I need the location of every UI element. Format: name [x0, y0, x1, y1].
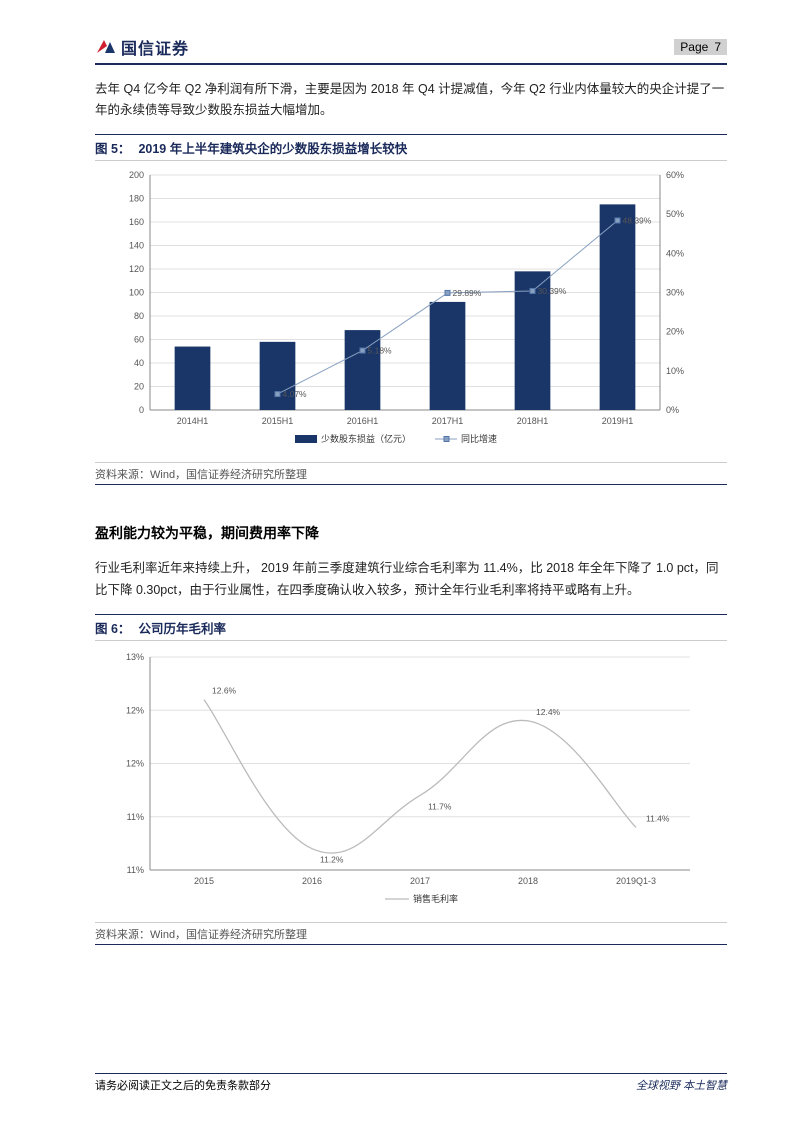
- svg-text:12.6%: 12.6%: [212, 685, 237, 695]
- svg-text:销售毛利率: 销售毛利率: [413, 893, 458, 904]
- svg-text:0%: 0%: [666, 405, 679, 415]
- svg-text:80: 80: [134, 311, 144, 321]
- page: 国信证券 Page 7 去年 Q4 亿今年 Q2 净利润有所下滑，主要是因为 2…: [0, 0, 802, 1133]
- svg-text:60: 60: [134, 334, 144, 344]
- svg-text:5.18%: 5.18%: [368, 345, 393, 355]
- svg-text:2014H1: 2014H1: [177, 416, 209, 426]
- svg-text:140: 140: [129, 240, 144, 250]
- fig6-chart: 11% 11% 12% 12% 13% 2015 2016 2017 2018 2019Q1-3 1…: [95, 645, 727, 920]
- page-header: 国信证券 Page 7: [95, 35, 727, 65]
- fig5-label: 图 5：: [95, 138, 130, 157]
- svg-text:少数股东损益（亿元）: 少数股东损益（亿元）: [321, 433, 411, 444]
- fig5-svg: 0 20 40 60 80 100 120 140 160 180 200 0% 10% 20% 30% 40…: [95, 165, 715, 455]
- page-footer: 请务必阅读正文之后的免责条款部分 全球视野 本土智慧: [95, 1073, 727, 1093]
- svg-text:11%: 11%: [127, 811, 144, 821]
- logo-mark-icon: [95, 37, 117, 57]
- svg-text:11.2%: 11.2%: [320, 854, 344, 864]
- svg-text:40: 40: [134, 358, 144, 368]
- svg-text:2019Q1-3: 2019Q1-3: [616, 876, 656, 886]
- svg-text:120: 120: [129, 264, 144, 274]
- fig6-label: 图 6：: [95, 618, 130, 637]
- page-number: 7: [714, 40, 721, 54]
- svg-text:10%: 10%: [666, 365, 684, 375]
- svg-text:180: 180: [129, 193, 144, 203]
- svg-text:48.39%: 48.39%: [623, 215, 652, 225]
- footer-right: 全球视野 本土智慧: [636, 1077, 727, 1093]
- fig6-title-row: 图 6： 公司历年毛利率: [95, 614, 727, 641]
- svg-text:2018H1: 2018H1: [517, 416, 549, 426]
- svg-text:200: 200: [129, 170, 144, 180]
- fig6-title: 公司历年毛利率: [138, 618, 226, 637]
- svg-text:60%: 60%: [666, 170, 684, 180]
- svg-text:12%: 12%: [126, 758, 144, 768]
- svg-text:2016: 2016: [302, 876, 322, 886]
- svg-text:29.89%: 29.89%: [453, 287, 482, 297]
- fig5-title-row: 图 5： 2019 年上半年建筑央企的少数股东损益增长较快: [95, 134, 727, 161]
- svg-text:同比增速: 同比增速: [461, 433, 497, 444]
- svg-text:13%: 13%: [126, 652, 144, 662]
- svg-text:20%: 20%: [666, 326, 684, 336]
- svg-text:2015H1: 2015H1: [262, 416, 294, 426]
- svg-text:2017: 2017: [410, 876, 430, 886]
- svg-text:11.7%: 11.7%: [428, 801, 452, 811]
- page-label: Page: [680, 40, 708, 54]
- svg-text:0: 0: [139, 405, 144, 415]
- svg-text:20: 20: [134, 381, 144, 391]
- fig6-svg: 11% 11% 12% 12% 13% 2015 2016 2017 2018 2019Q1-3 1…: [95, 645, 715, 915]
- fig5-chart: 0 20 40 60 80 100 120 140 160 180 200 0% 10% 20% 30% 40…: [95, 165, 727, 460]
- section-heading: 盈利能力较为平稳，期间费用率下降: [95, 523, 727, 543]
- intro-paragraph: 去年 Q4 亿今年 Q2 净利润有所下滑，主要是因为 2018 年 Q4 计提减…: [95, 79, 727, 122]
- svg-text:30.39%: 30.39%: [538, 285, 567, 295]
- company-logo: 国信证券: [95, 35, 189, 59]
- svg-text:160: 160: [129, 217, 144, 227]
- svg-text:2015: 2015: [194, 876, 214, 886]
- svg-text:11%: 11%: [127, 865, 144, 875]
- company-name: 国信证券: [121, 35, 189, 59]
- svg-text:2019H1: 2019H1: [602, 416, 634, 426]
- svg-text:2016H1: 2016H1: [347, 416, 379, 426]
- svg-text:4.07%: 4.07%: [283, 389, 308, 399]
- svg-text:40%: 40%: [666, 248, 684, 258]
- section-body: 行业毛利率近年来持续上升， 2019 年前三季度建筑行业综合毛利率为 11.4%…: [95, 557, 727, 602]
- svg-text:12.4%: 12.4%: [536, 706, 561, 716]
- fig5-title: 2019 年上半年建筑央企的少数股东损益增长较快: [138, 138, 407, 157]
- svg-text:100: 100: [129, 287, 144, 297]
- page-number-box: Page 7: [674, 39, 727, 55]
- fig5-source: 资料来源：Wind，国信证券经济研究所整理: [95, 462, 727, 485]
- fig6-source: 资料来源：Wind，国信证券经济研究所整理: [95, 922, 727, 945]
- svg-text:11.4%: 11.4%: [646, 813, 670, 823]
- svg-text:12%: 12%: [126, 705, 144, 715]
- svg-text:2018: 2018: [518, 876, 538, 886]
- svg-text:50%: 50%: [666, 209, 684, 219]
- svg-text:30%: 30%: [666, 287, 684, 297]
- svg-text:2017H1: 2017H1: [432, 416, 464, 426]
- footer-left: 请务必阅读正文之后的免责条款部分: [95, 1077, 271, 1093]
